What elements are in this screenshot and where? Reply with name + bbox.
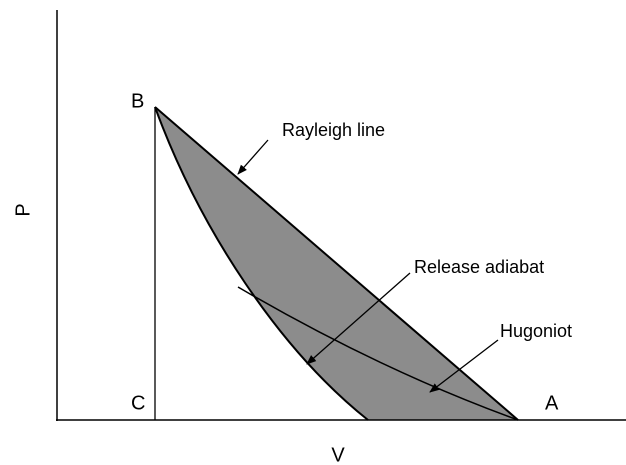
annotation: Rayleigh line (282, 120, 385, 140)
hugoniot-curve (237, 286, 519, 421)
annotation: Release adiabat (414, 257, 544, 277)
arrow (306, 272, 411, 365)
rayleigh-line (154, 106, 519, 421)
axis-label: V (331, 444, 345, 465)
arrow (237, 139, 269, 175)
annotation: Hugoniot (500, 321, 572, 341)
point-label: C (131, 392, 145, 414)
point-label: A (545, 392, 559, 414)
lower-curve (154, 106, 369, 421)
axis-label: P (12, 203, 34, 216)
arrow (429, 339, 499, 393)
point-label: B (131, 90, 144, 112)
